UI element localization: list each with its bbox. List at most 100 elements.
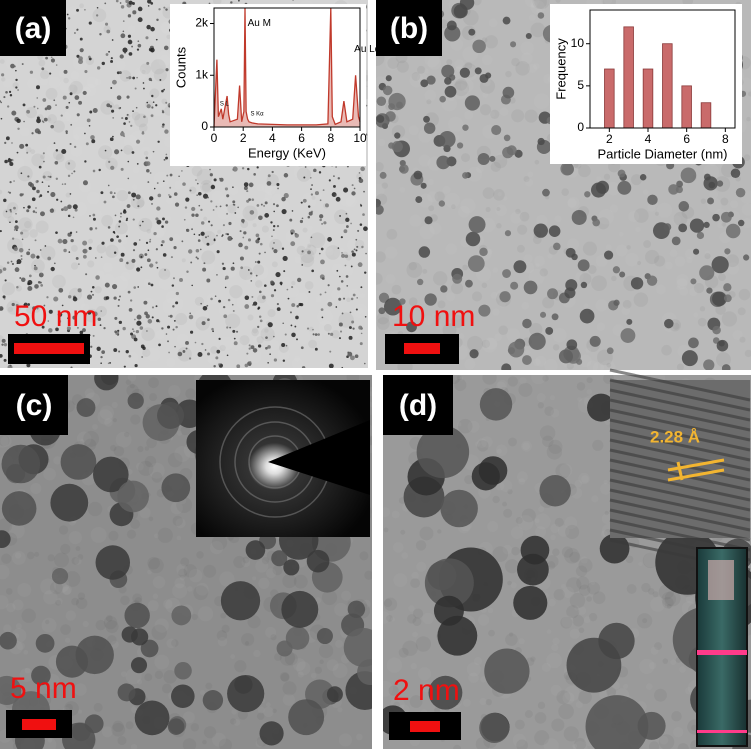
particle bbox=[376, 96, 387, 107]
noise bbox=[605, 244, 612, 251]
particle bbox=[376, 204, 384, 215]
particle bbox=[174, 662, 192, 680]
noise bbox=[521, 508, 536, 523]
noise bbox=[672, 215, 682, 225]
particle bbox=[418, 246, 431, 258]
noise bbox=[621, 306, 631, 316]
particle bbox=[248, 269, 250, 271]
particle bbox=[50, 58, 56, 63]
particle bbox=[84, 8, 86, 11]
noise bbox=[17, 165, 33, 182]
particle bbox=[542, 188, 550, 197]
noise bbox=[550, 408, 560, 418]
particle bbox=[236, 364, 241, 368]
noise bbox=[674, 256, 686, 267]
noise bbox=[477, 440, 489, 452]
particle bbox=[355, 238, 358, 241]
noise bbox=[125, 379, 132, 385]
noise bbox=[570, 487, 583, 499]
particle bbox=[2, 295, 6, 299]
particle bbox=[349, 311, 352, 314]
noise bbox=[383, 680, 393, 697]
particle bbox=[32, 210, 36, 213]
particle bbox=[345, 220, 348, 222]
particle bbox=[291, 286, 294, 289]
particle bbox=[131, 45, 134, 48]
particle bbox=[510, 41, 517, 48]
noise bbox=[256, 712, 265, 721]
particle bbox=[47, 320, 50, 322]
noise bbox=[116, 189, 129, 202]
particle bbox=[196, 194, 198, 196]
particle bbox=[113, 348, 118, 352]
noise bbox=[502, 501, 508, 507]
particle bbox=[291, 210, 294, 212]
particle bbox=[440, 489, 478, 528]
particle bbox=[26, 363, 31, 368]
noise bbox=[120, 595, 130, 606]
noise bbox=[464, 358, 476, 370]
particle bbox=[191, 213, 195, 217]
noise bbox=[47, 738, 53, 743]
particle bbox=[256, 204, 260, 207]
bar bbox=[623, 26, 634, 129]
particle bbox=[247, 167, 250, 171]
particle bbox=[28, 274, 32, 278]
noise bbox=[561, 188, 570, 196]
noise bbox=[399, 186, 406, 193]
particle bbox=[707, 197, 715, 205]
noise bbox=[233, 718, 241, 726]
noise bbox=[152, 576, 166, 589]
noise bbox=[237, 709, 248, 720]
noise bbox=[676, 285, 681, 291]
particle bbox=[291, 332, 296, 338]
noise bbox=[130, 519, 141, 530]
noise bbox=[538, 506, 545, 513]
noise bbox=[489, 111, 496, 118]
noise bbox=[560, 616, 573, 629]
noise bbox=[47, 554, 55, 562]
noise bbox=[267, 309, 276, 318]
particle bbox=[472, 39, 486, 54]
particle bbox=[150, 47, 155, 53]
noise bbox=[161, 683, 172, 694]
particle bbox=[157, 193, 162, 198]
particle bbox=[35, 207, 37, 209]
particle bbox=[113, 192, 116, 194]
noise bbox=[597, 217, 610, 230]
noise bbox=[406, 614, 417, 624]
noise bbox=[176, 535, 182, 541]
noise bbox=[148, 557, 164, 574]
noise bbox=[153, 228, 165, 239]
noise bbox=[533, 93, 550, 110]
noise bbox=[25, 146, 32, 153]
noise bbox=[485, 206, 491, 213]
noise bbox=[203, 726, 217, 739]
particle bbox=[323, 221, 327, 225]
noise bbox=[516, 739, 529, 749]
noise bbox=[269, 232, 278, 241]
particle bbox=[191, 206, 196, 212]
noise bbox=[518, 515, 534, 531]
particle bbox=[345, 212, 348, 215]
noise bbox=[391, 284, 402, 295]
noise bbox=[55, 153, 65, 163]
noise bbox=[136, 70, 148, 82]
noise bbox=[21, 608, 36, 623]
particle bbox=[137, 286, 140, 288]
noise bbox=[454, 378, 467, 392]
noise bbox=[417, 667, 432, 681]
noise bbox=[579, 354, 592, 368]
particle bbox=[243, 186, 248, 191]
particle bbox=[357, 659, 372, 685]
noise bbox=[666, 603, 672, 609]
noise bbox=[516, 471, 528, 483]
noise bbox=[534, 513, 551, 530]
particle bbox=[177, 351, 183, 357]
noise bbox=[342, 265, 354, 277]
particle bbox=[146, 101, 149, 104]
particle bbox=[117, 683, 136, 702]
noise bbox=[294, 256, 302, 264]
particle bbox=[55, 645, 89, 678]
noise bbox=[467, 420, 480, 433]
